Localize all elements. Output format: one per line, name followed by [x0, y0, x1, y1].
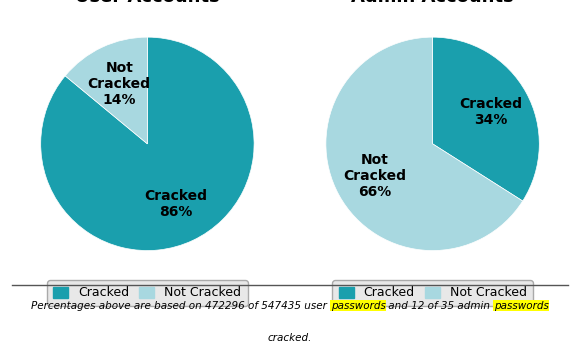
- Text: passwords: passwords: [494, 301, 549, 311]
- Text: and 12 of 35 admin: and 12 of 35 admin: [386, 301, 494, 311]
- Wedge shape: [433, 37, 539, 201]
- Legend: Cracked, Not Cracked: Cracked, Not Cracked: [332, 280, 533, 306]
- Text: Cracked
34%: Cracked 34%: [459, 97, 522, 127]
- Text: Percentages above are based on 472296 of 547435 user: Percentages above are based on 472296 of…: [31, 301, 331, 311]
- Wedge shape: [41, 37, 254, 251]
- Text: Not
Cracked
14%: Not Cracked 14%: [88, 61, 151, 107]
- Text: Not
Cracked
66%: Not Cracked 66%: [343, 153, 406, 199]
- Text: Cracked
86%: Cracked 86%: [144, 188, 207, 219]
- Wedge shape: [65, 37, 147, 144]
- Text: cracked.: cracked.: [268, 333, 312, 343]
- Text: passwords: passwords: [331, 301, 386, 311]
- Title: Summary of Domain
User Accounts: Summary of Domain User Accounts: [45, 0, 250, 6]
- Legend: Cracked, Not Cracked: Cracked, Not Cracked: [47, 280, 248, 306]
- Title: Summary of Domain
Admin Accounts: Summary of Domain Admin Accounts: [330, 0, 535, 6]
- Wedge shape: [326, 37, 523, 251]
